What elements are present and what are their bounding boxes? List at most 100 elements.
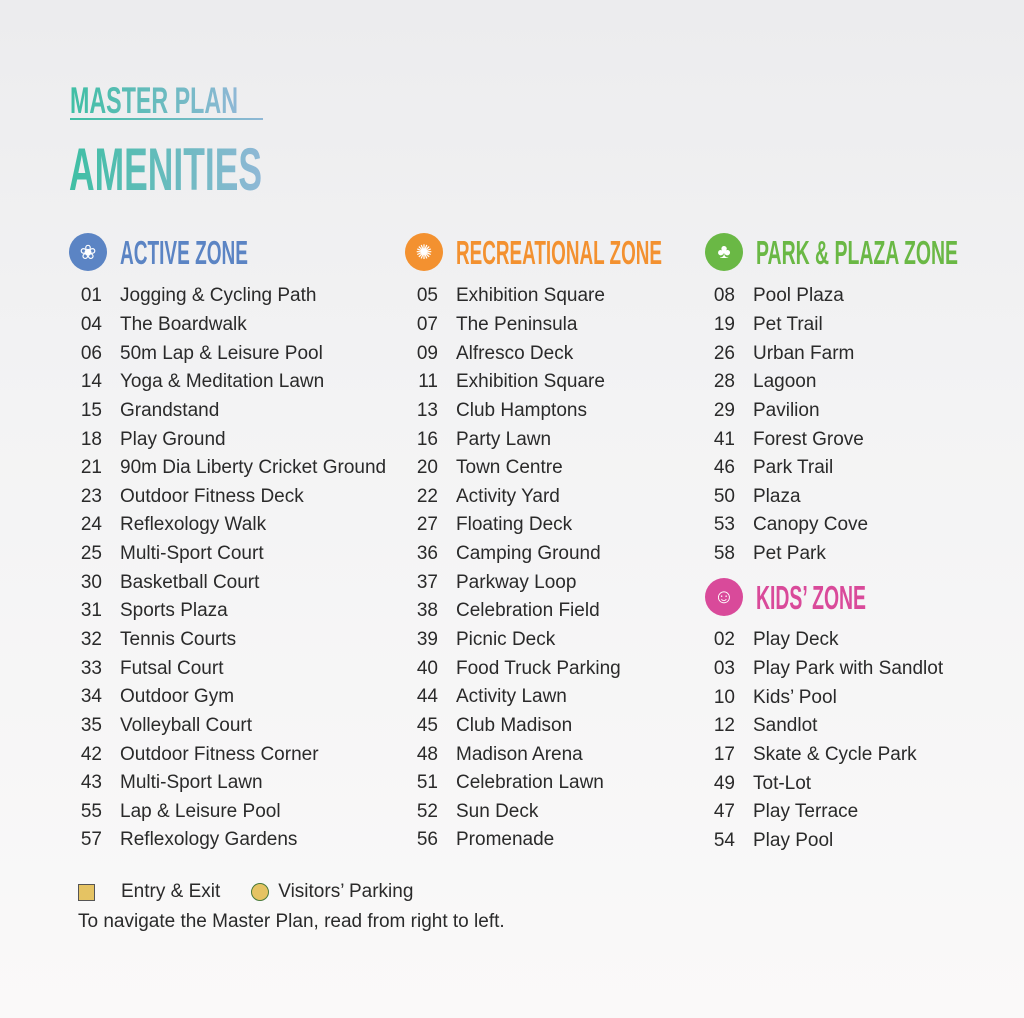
amenity-number: 42 — [80, 743, 102, 765]
list-item: 02 Play Deck — [703, 626, 1003, 655]
amenity-number: 28 — [713, 371, 735, 393]
page-title-text: AMENITIES — [69, 140, 262, 196]
list-item: 36 Camping Ground — [406, 540, 696, 569]
list-item: 16 Party Lawn — [406, 425, 696, 454]
amenity-number: 03 — [713, 657, 735, 679]
amenity-number: 49 — [713, 772, 735, 794]
amenity-number: 26 — [713, 342, 735, 364]
list-item: 21 90m Dia Liberty Cricket Ground — [70, 454, 400, 483]
list-item: 24 Reflexology Walk — [70, 511, 400, 540]
amenity-name: Kids’ Pool — [753, 686, 837, 708]
list-item: 49 Tot-Lot — [703, 769, 1003, 798]
list-item: 53 Canopy Cove — [703, 511, 1003, 540]
list-item: 08 Pool Plaza — [703, 282, 1003, 311]
amenity-name: Exhibition Square — [456, 371, 605, 393]
amenity-number: 01 — [80, 285, 102, 307]
list-item: 01 Jogging & Cycling Path — [70, 282, 400, 311]
list-item: 30 Basketball Court — [70, 568, 400, 597]
amenity-name: Play Deck — [753, 629, 839, 651]
amenity-name: The Boardwalk — [120, 313, 247, 335]
amenity-name: Activity Yard — [456, 485, 560, 507]
amenity-name: Sports Plaza — [120, 600, 228, 622]
amenity-number: 12 — [713, 715, 735, 737]
navigation-note: To navigate the Master Plan, read from r… — [78, 911, 505, 932]
amenity-name: Activity Lawn — [456, 686, 567, 708]
zone-title-text: KIDS’ ZONE — [756, 579, 866, 615]
amenity-name: Outdoor Gym — [120, 686, 235, 708]
amenity-name: Camping Ground — [456, 543, 601, 565]
list-item: 14 Yoga & Meditation Lawn — [70, 368, 400, 397]
amenity-name: Party Lawn — [456, 428, 552, 450]
amenity-number: 52 — [416, 800, 438, 822]
amenity-number: 57 — [80, 829, 102, 851]
amenity-number: 07 — [416, 313, 438, 335]
list-item: 39 Picnic Deck — [406, 626, 696, 655]
amenity-number: 06 — [80, 342, 102, 364]
amenity-number: 25 — [80, 543, 102, 565]
amenity-name: Multi-Sport Lawn — [120, 772, 263, 794]
amenity-number: 08 — [713, 285, 735, 307]
zone-title: RECREATIONAL ZONE — [456, 234, 662, 270]
zone-title-text: ACTIVE ZONE — [120, 234, 248, 270]
list-item: 48 Madison Arena — [406, 740, 696, 769]
master-plan-kicker: MASTER PLAN — [70, 80, 238, 118]
amenity-number: 20 — [416, 457, 438, 479]
amenity-name: Futsal Court — [120, 657, 224, 679]
amenity-number: 22 — [416, 485, 438, 507]
amenity-name: Skate & Cycle Park — [753, 743, 917, 765]
amenity-name: Picnic Deck — [456, 629, 556, 650]
zone-heading-kids: ☺ KIDS’ ZONE — [705, 577, 868, 617]
list-item: 26 Urban Farm — [703, 339, 1003, 368]
amenity-name: Play Pool — [753, 829, 834, 851]
amenity-number: 34 — [80, 686, 102, 708]
amenity-number: 35 — [80, 714, 102, 736]
amenity-name: Reflexology Gardens — [120, 829, 298, 851]
list-item: 33 Futsal Court — [70, 654, 400, 683]
list-item: 56 Promenade — [406, 826, 696, 855]
kicker-underline — [70, 118, 263, 120]
amenity-name: Tot-Lot — [753, 772, 812, 794]
page-title: AMENITIES — [69, 140, 262, 196]
tree-icon: ♣ — [705, 233, 743, 271]
amenity-number: 04 — [80, 313, 102, 335]
amenity-name: Forest Grove — [753, 428, 864, 450]
list-item: 35 Volleyball Court — [70, 712, 400, 741]
amenity-name: Yoga & Meditation Lawn — [120, 371, 325, 393]
visitors-parking-circle-icon — [251, 883, 270, 901]
amenity-number: 37 — [416, 571, 438, 593]
amenity-name: Jogging & Cycling Path — [120, 285, 317, 307]
list-item: 42 Outdoor Fitness Corner — [70, 740, 400, 769]
list-item: 05 Exhibition Square — [406, 282, 696, 311]
zone-title-text: PARK & PLAZA ZONE — [756, 234, 958, 270]
legend: Entry & Exit Visitors’ Parking — [78, 881, 413, 903]
amenity-number: 10 — [713, 686, 735, 708]
amenity-name: Celebration Field — [456, 600, 600, 622]
list-item: 17 Skate & Cycle Park — [703, 741, 1003, 770]
list-item: 38 Celebration Field — [406, 597, 696, 626]
amenity-name: Pool Plaza — [753, 285, 844, 307]
list-item: 22 Activity Yard — [406, 482, 696, 511]
amenity-name: 50m Lap & Leisure Pool — [120, 342, 323, 364]
list-item: 46 Park Trail — [703, 454, 1003, 483]
amenity-name: Promenade — [456, 829, 555, 851]
list-item: 52 Sun Deck — [406, 798, 696, 827]
list-item: 31 Sports Plaza — [70, 597, 400, 626]
amenity-number: 40 — [416, 657, 438, 679]
amenity-name: Sun Deck — [456, 800, 539, 822]
amenity-name: Club Hamptons — [456, 399, 587, 421]
list-item: 54 Play Pool — [703, 826, 1003, 855]
amenity-number: 13 — [416, 399, 438, 421]
amenity-number: 29 — [713, 399, 735, 421]
amenity-name: Grandstand — [120, 399, 220, 421]
list-item: 12 Sandlot — [703, 712, 1003, 741]
list-item: 06 50m Lap & Leisure Pool — [70, 339, 400, 368]
list-item: 13 Club Hamptons — [406, 397, 696, 426]
list-item: 37 Parkway Loop — [406, 568, 696, 597]
list-item: 20 Town Centre — [406, 454, 696, 483]
amenity-name: The Peninsula — [456, 313, 578, 335]
amenity-name: Canopy Cove — [753, 514, 869, 536]
list-item: 04 The Boardwalk — [70, 311, 400, 340]
legend-entry-label: Entry & Exit — [121, 881, 221, 902]
zone-heading-active: ❀ ACTIVE ZONE — [69, 232, 250, 272]
amenity-number: 51 — [416, 772, 438, 794]
